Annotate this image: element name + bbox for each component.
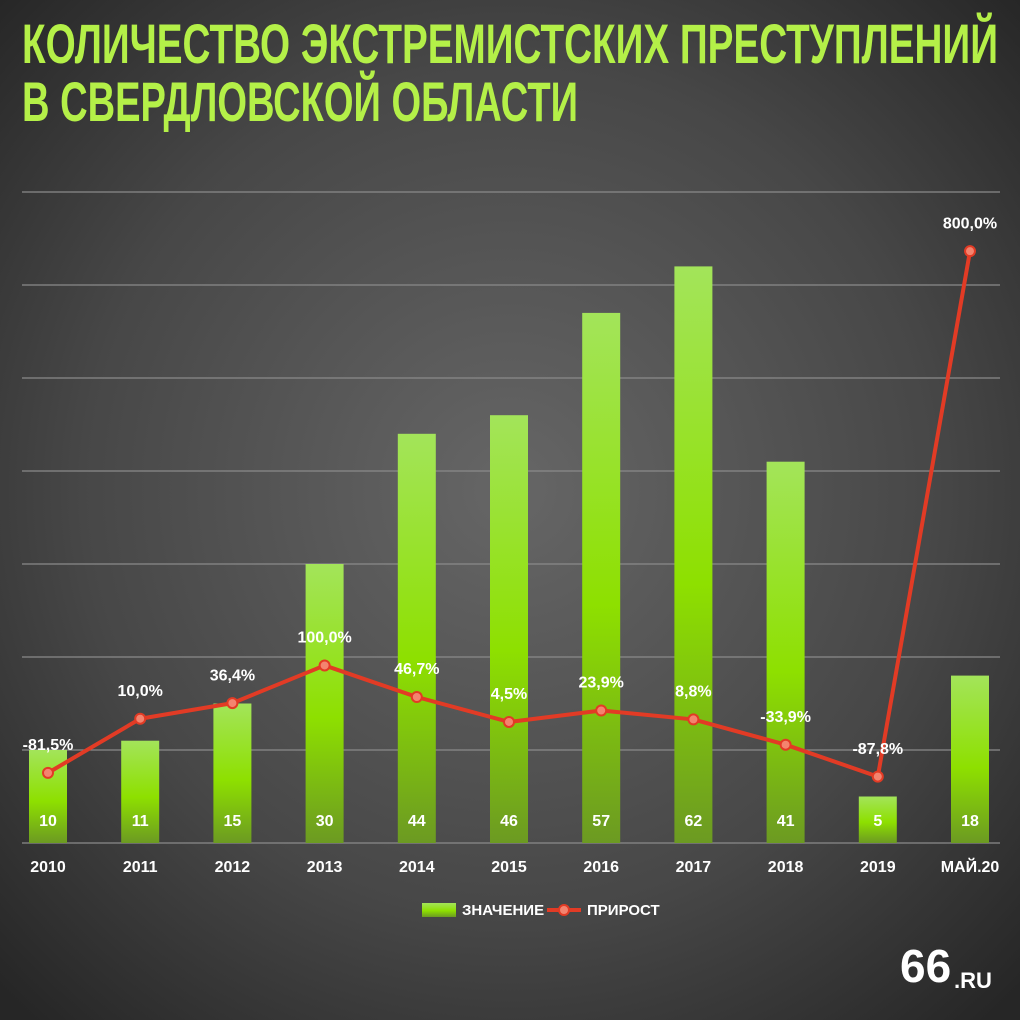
growth-label: 4,5%	[491, 686, 527, 703]
growth-point	[318, 659, 331, 672]
bar-value-label: 5	[873, 813, 882, 830]
growth-label: 100,0%	[297, 630, 351, 647]
growth-label: -81,5%	[23, 737, 74, 754]
bar	[397, 433, 436, 843]
x-tick-label: 2018	[768, 859, 804, 876]
x-tick-label: 2015	[491, 859, 527, 876]
growth-point	[964, 245, 976, 258]
chart-title: КОЛИЧЕСТВО ЭКСТРЕМИСТСКИХ ПРЕСТУПЛЕНИЙ	[22, 12, 998, 75]
x-tick-label: 2010	[30, 859, 66, 876]
growth-label: 800,0%	[943, 215, 997, 232]
growth-label: 10,0%	[118, 683, 163, 700]
x-tick-label: 2017	[676, 859, 712, 876]
bar	[766, 461, 805, 843]
x-tick-label: 2011	[123, 859, 158, 876]
growth-label: 8,8%	[675, 684, 711, 701]
bar	[121, 740, 160, 843]
bar	[674, 266, 713, 843]
bar-value-label: 10	[39, 813, 57, 830]
bar	[213, 703, 252, 843]
x-tick-label: МАЙ.20	[941, 857, 1000, 876]
bar	[582, 312, 621, 843]
growth-label: -87,8%	[852, 741, 903, 758]
x-tick-label: 2012	[215, 859, 251, 876]
logo-number: 66	[900, 940, 951, 992]
bar-value-label: 46	[500, 813, 518, 830]
growth-label: -33,9%	[760, 709, 811, 726]
growth-point	[871, 770, 884, 783]
legend-swatch	[558, 904, 570, 916]
bar-value-label: 18	[961, 813, 979, 830]
bar	[490, 415, 528, 843]
legend-swatch	[422, 903, 456, 917]
growth-point	[503, 715, 515, 728]
bar-value-label: 15	[224, 813, 242, 830]
bar	[951, 675, 989, 843]
x-tick-label: 2016	[583, 859, 619, 876]
x-tick-label: 2013	[307, 859, 343, 876]
bar	[305, 564, 344, 843]
growth-point	[595, 704, 608, 717]
legend-label: ЗНАЧЕНИЕ	[462, 902, 544, 919]
bar-value-label: 30	[316, 813, 334, 830]
growth-label: 46,7%	[394, 661, 439, 678]
growth-point	[410, 690, 423, 703]
chart-title: В СВЕРДЛОВСКОЙ ОБЛАСТИ	[22, 70, 578, 133]
legend-label: ПРИРОСТ	[587, 902, 660, 919]
bar	[858, 796, 897, 843]
growth-point	[134, 712, 147, 725]
bar-value-label: 11	[132, 813, 149, 830]
growth-point	[42, 766, 54, 779]
bar-value-label: 41	[777, 813, 795, 830]
growth-point	[779, 738, 792, 751]
bar-value-label: 44	[408, 813, 426, 830]
x-tick-label: 2019	[860, 859, 896, 876]
growth-label: 36,4%	[210, 667, 255, 684]
logo-suffix: .RU	[954, 968, 992, 993]
growth-point	[687, 713, 700, 726]
x-tick-label: 2014	[399, 859, 435, 876]
bar-value-label: 62	[685, 813, 703, 830]
growth-label: 23,9%	[579, 675, 624, 692]
bar-value-label: 57	[592, 813, 610, 830]
logo: 66 .RU	[900, 940, 992, 993]
growth-point	[226, 697, 239, 710]
